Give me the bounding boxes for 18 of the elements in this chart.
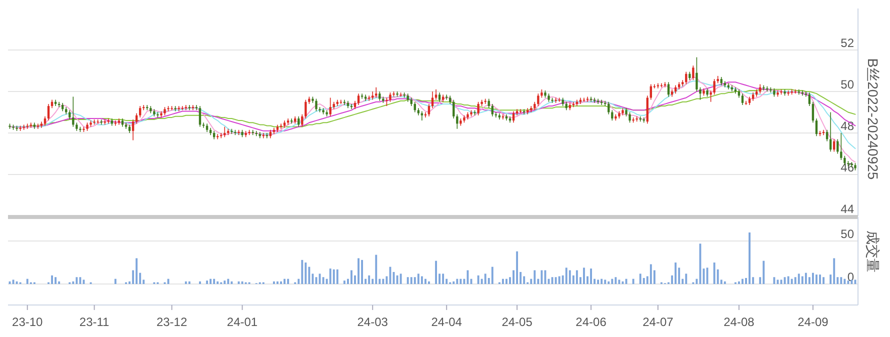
x-tick-label: 23-10 [12,315,44,329]
y-axis-title: B丝2022-20240925 [865,58,881,180]
y-tick-label: 50 [840,78,854,92]
y-tick-label: 48 [840,119,854,133]
x-tick-label: 24-06 [576,315,607,329]
x-tick-label: 24-04 [431,315,462,329]
y-tick-label: 44 [840,202,854,216]
x-tick-label: 24-03 [357,315,388,329]
x-tick-label: 24-09 [798,315,829,329]
x-tick-label: 24-05 [502,315,533,329]
x-tick-label: 23-11 [79,315,110,329]
y-axis-title: 成交量 [865,230,881,272]
x-tick-label: 24-07 [642,315,674,329]
x-tick-label: 24-01 [226,315,258,329]
y-tick-label: 50 [840,227,854,242]
x-tick-label: 24-08 [724,315,755,329]
x-tick-label: 23-12 [156,315,188,329]
y-tick-label: 52 [840,36,854,50]
